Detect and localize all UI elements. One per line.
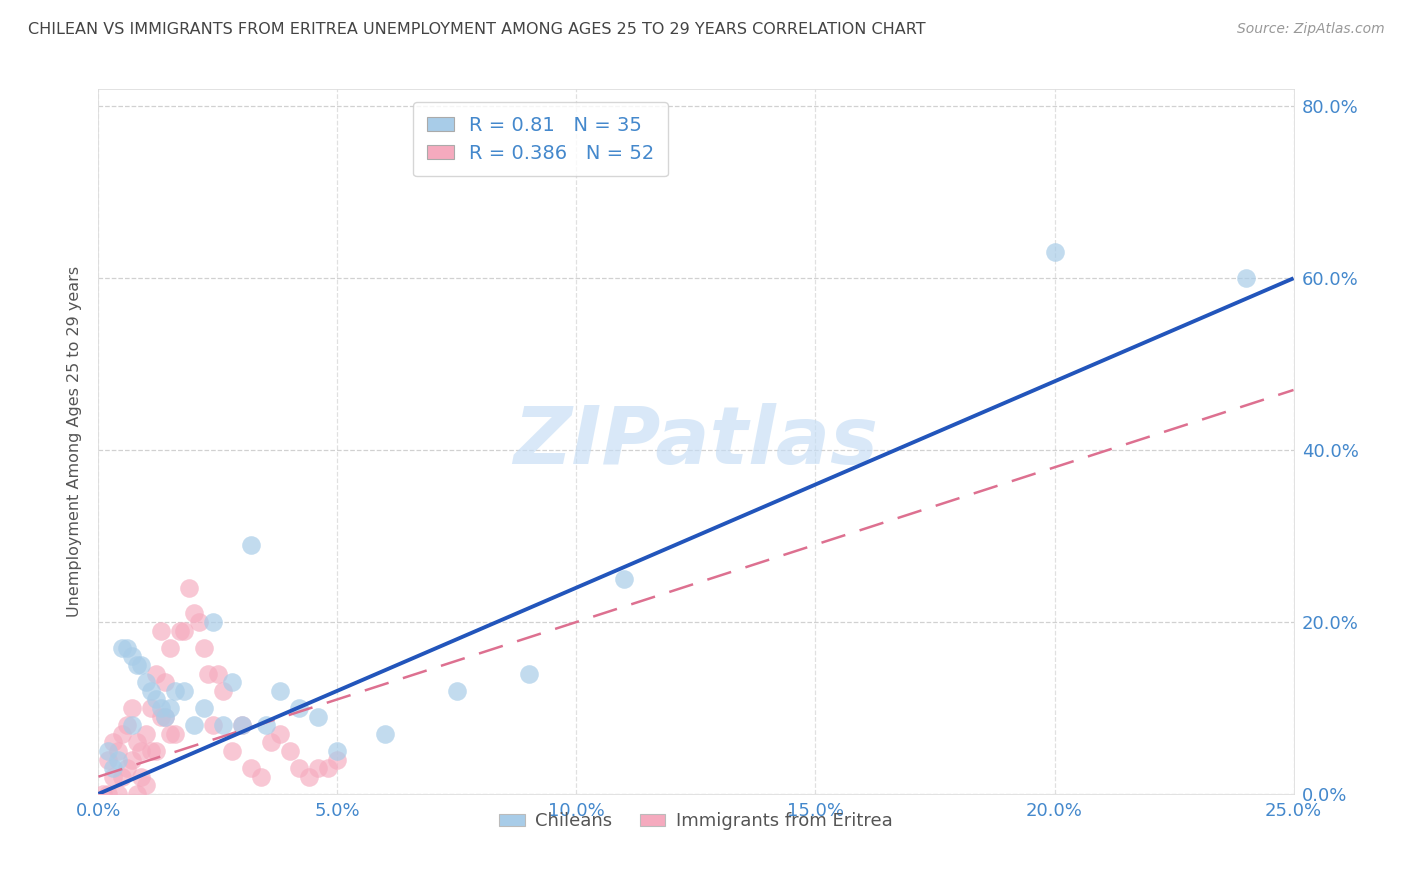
Point xyxy=(111,727,134,741)
Point xyxy=(159,640,181,655)
Point xyxy=(121,752,143,766)
Point xyxy=(131,770,153,784)
Point xyxy=(197,666,219,681)
Point xyxy=(1043,245,1066,260)
Point xyxy=(173,624,195,638)
Point xyxy=(139,744,162,758)
Point xyxy=(163,727,186,741)
Point xyxy=(97,787,120,801)
Point xyxy=(155,709,177,723)
Point xyxy=(155,675,177,690)
Point xyxy=(207,666,229,681)
Point xyxy=(307,709,329,723)
Y-axis label: Unemployment Among Ages 25 to 29 years: Unemployment Among Ages 25 to 29 years xyxy=(66,266,82,617)
Point xyxy=(111,770,134,784)
Point xyxy=(202,615,225,629)
Point xyxy=(135,778,157,792)
Point xyxy=(159,701,181,715)
Point xyxy=(221,675,243,690)
Point xyxy=(173,683,195,698)
Point xyxy=(231,718,253,732)
Point xyxy=(115,761,138,775)
Point xyxy=(149,701,172,715)
Point xyxy=(254,718,277,732)
Point xyxy=(202,718,225,732)
Point xyxy=(145,692,167,706)
Point xyxy=(115,718,138,732)
Point xyxy=(183,718,205,732)
Point xyxy=(145,744,167,758)
Point xyxy=(121,649,143,664)
Point xyxy=(149,624,172,638)
Point xyxy=(107,744,129,758)
Point xyxy=(326,744,349,758)
Point xyxy=(139,701,162,715)
Point xyxy=(1234,271,1257,285)
Point xyxy=(121,701,143,715)
Point xyxy=(135,675,157,690)
Point xyxy=(169,624,191,638)
Text: ZIPatlas: ZIPatlas xyxy=(513,402,879,481)
Point xyxy=(250,770,273,784)
Point xyxy=(101,735,124,749)
Point xyxy=(517,666,540,681)
Point xyxy=(179,581,201,595)
Point xyxy=(221,744,243,758)
Text: Source: ZipAtlas.com: Source: ZipAtlas.com xyxy=(1237,22,1385,37)
Point xyxy=(91,787,114,801)
Point xyxy=(211,718,233,732)
Point xyxy=(131,657,153,672)
Point xyxy=(269,727,291,741)
Point xyxy=(135,727,157,741)
Point xyxy=(183,607,205,621)
Point xyxy=(125,735,148,749)
Point xyxy=(163,683,186,698)
Point xyxy=(240,538,263,552)
Point xyxy=(193,701,215,715)
Point xyxy=(139,683,162,698)
Point xyxy=(316,761,339,775)
Point xyxy=(298,770,321,784)
Point xyxy=(97,744,120,758)
Point xyxy=(288,701,311,715)
Point xyxy=(374,727,396,741)
Point xyxy=(107,752,129,766)
Point xyxy=(121,718,143,732)
Point xyxy=(240,761,263,775)
Point xyxy=(278,744,301,758)
Point xyxy=(101,761,124,775)
Point xyxy=(155,709,177,723)
Point xyxy=(259,735,281,749)
Point xyxy=(159,727,181,741)
Point xyxy=(288,761,311,775)
Point xyxy=(97,752,120,766)
Point xyxy=(613,572,636,586)
Point xyxy=(125,787,148,801)
Point xyxy=(446,683,468,698)
Point xyxy=(187,615,209,629)
Point xyxy=(125,657,148,672)
Text: CHILEAN VS IMMIGRANTS FROM ERITREA UNEMPLOYMENT AMONG AGES 25 TO 29 YEARS CORREL: CHILEAN VS IMMIGRANTS FROM ERITREA UNEMP… xyxy=(28,22,925,37)
Point xyxy=(111,640,134,655)
Point xyxy=(131,744,153,758)
Point xyxy=(193,640,215,655)
Point xyxy=(145,666,167,681)
Point xyxy=(115,640,138,655)
Legend: Chileans, Immigrants from Eritrea: Chileans, Immigrants from Eritrea xyxy=(492,805,900,838)
Point xyxy=(326,752,349,766)
Point xyxy=(269,683,291,698)
Point xyxy=(231,718,253,732)
Point xyxy=(149,709,172,723)
Point xyxy=(101,770,124,784)
Point xyxy=(211,683,233,698)
Point xyxy=(307,761,329,775)
Point xyxy=(107,787,129,801)
